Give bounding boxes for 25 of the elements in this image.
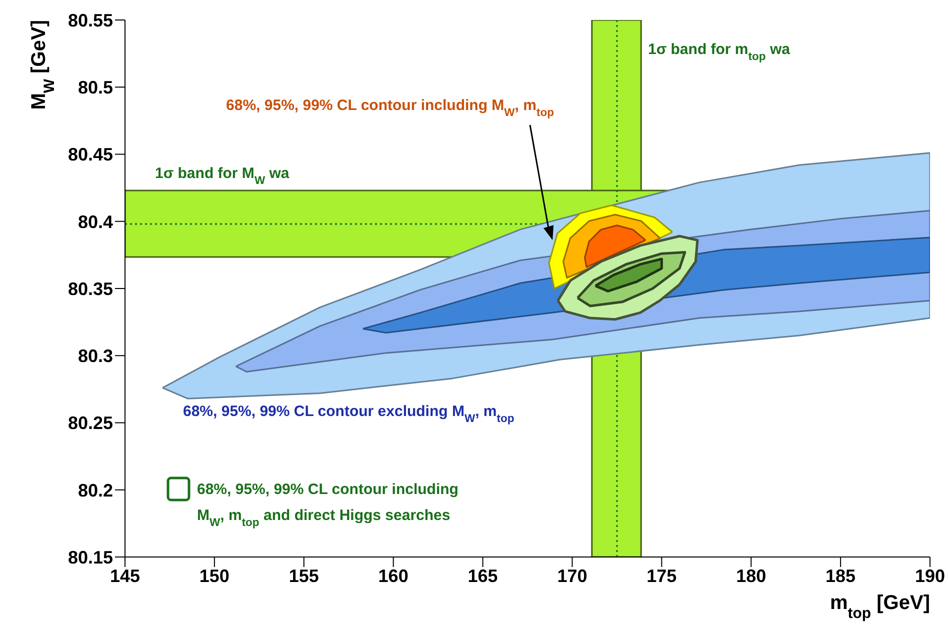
x-tick-label: 180 <box>736 566 766 586</box>
annotation: 68%, 95%, 99% CL contour excluding M$_{W}$, m$_{top}$ <box>183 403 514 425</box>
x-tick-label: 190 <box>914 566 946 586</box>
x-tick-label: 175 <box>646 566 677 586</box>
x-tick-label: 170 <box>557 566 588 586</box>
x-axis-title: m$_{top}$ [GeV] <box>830 592 930 622</box>
y-tick-label: 80.4 <box>78 212 113 232</box>
annotation: 68%, 95%, 99% CL contour including M$_{W}$, m$_{top}$ <box>226 97 554 119</box>
y-tick-label: 80.25 <box>68 413 113 434</box>
y-tick-label: 80.15 <box>68 547 113 568</box>
x-tick-label: 160 <box>378 566 408 586</box>
y-tick-label: 80.45 <box>68 144 113 165</box>
annotation: 1σ band for m$_{top}$ wa <box>648 41 791 63</box>
annotation: 1σ band for M$_{W}$ wa <box>155 165 290 187</box>
x-tick-label: 165 <box>468 566 498 586</box>
y-tick-label: 80.3 <box>78 346 113 366</box>
y-tick-label: 80.35 <box>68 278 113 299</box>
y-tick-label: 80.55 <box>68 10 113 30</box>
x-tick-label: 155 <box>288 566 319 586</box>
x-tick-label: 150 <box>199 566 230 586</box>
annotation: 68%, 95%, 99% CL contour including M$_{W}$, m$_{top}$ and direct Higgs searches <box>197 481 458 529</box>
y-tick-label: 80.5 <box>78 78 113 98</box>
x-tick-label: 185 <box>826 566 856 586</box>
y-tick-label: 80.2 <box>78 480 113 500</box>
x-tick-label: 145 <box>110 566 140 586</box>
